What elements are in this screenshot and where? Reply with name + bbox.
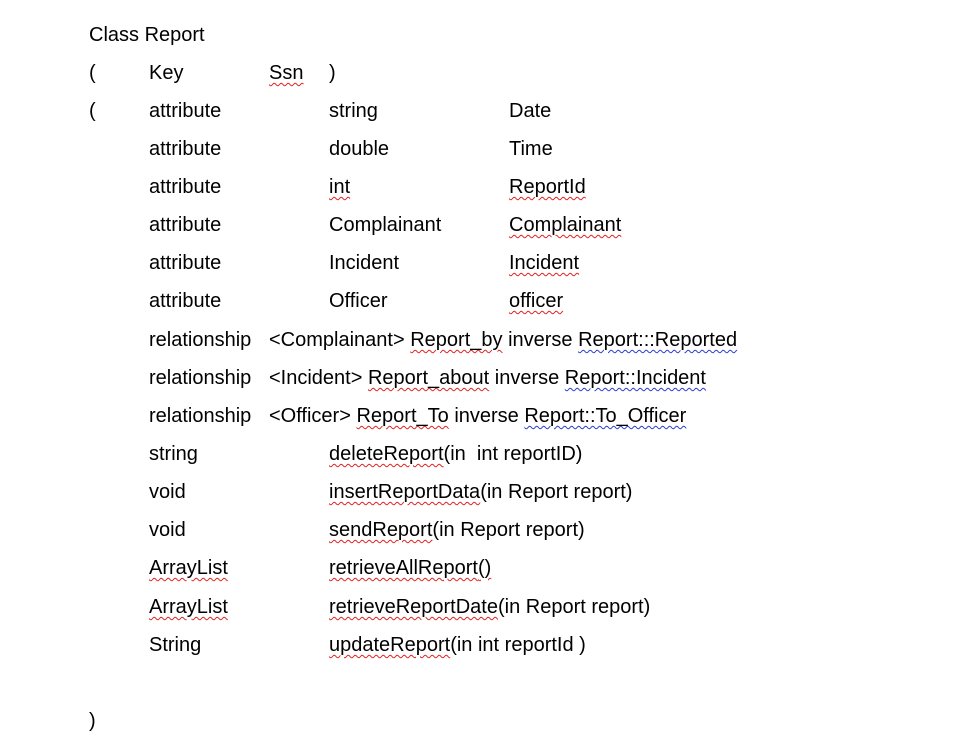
operation-return-type: void xyxy=(149,481,186,503)
operation-params: (in int reportId ) xyxy=(450,634,586,656)
relationship-row: <Complainant> Report_by inverse Report::… xyxy=(269,327,737,353)
close-paren: ) xyxy=(89,710,96,732)
operation-name: retrieveReportDate xyxy=(329,596,498,618)
relationship-name: Report_by xyxy=(410,329,503,351)
attribute-type: Incident xyxy=(329,252,400,274)
attribute-keyword: attribute xyxy=(149,290,222,312)
operation-return-type: ArrayList xyxy=(149,557,228,579)
operation-return-type: String xyxy=(149,634,202,656)
class-title: Class Report xyxy=(89,24,205,46)
relationship-inverse-keyword: inverse xyxy=(508,329,573,351)
attribute-keyword: attribute xyxy=(149,138,222,160)
relationship-row: <Officer> Report_To inverse Report::To_O… xyxy=(269,403,686,429)
operation-return-type: string xyxy=(149,443,198,465)
operation-params: (in int reportID) xyxy=(443,443,583,465)
attribute-name: Date xyxy=(509,100,552,122)
attribute-type: Officer xyxy=(329,290,388,312)
attribute-name: Complainant xyxy=(509,214,622,236)
operation-signature: insertReportData(in Report report) xyxy=(329,479,632,505)
relationship-target: <Complainant> xyxy=(269,329,405,351)
attributes-open-paren: ( xyxy=(89,100,96,122)
operation-name: retrieveAllReport xyxy=(329,557,478,579)
operation-signature: updateReport(in int reportId ) xyxy=(329,632,586,658)
relationship-name: Report_To xyxy=(356,405,449,427)
operation-name: insertReportData xyxy=(329,481,481,503)
attribute-type: double xyxy=(329,138,390,160)
attribute-keyword: attribute xyxy=(149,214,222,236)
relationship-target: <Officer> xyxy=(269,405,351,427)
relationship-keyword: relationship xyxy=(149,329,252,351)
key-label: Key xyxy=(149,62,184,84)
operation-signature: sendReport(in Report report) xyxy=(329,517,585,543)
operation-signature: retrieveReportDate(in Report report) xyxy=(329,594,650,620)
operation-params: (in Report report) xyxy=(497,596,651,618)
operation-signature: deleteReport(in int reportID) xyxy=(329,441,582,467)
relationship-inverse: Report:::Reported xyxy=(578,329,738,351)
attribute-type: int xyxy=(329,176,351,198)
key-open-paren: ( xyxy=(89,62,96,84)
key-value: Ssn xyxy=(269,62,304,84)
attribute-name: Time xyxy=(509,138,553,160)
operation-signature: retrieveAllReport() xyxy=(329,555,491,581)
key-close-paren: ) xyxy=(329,62,336,84)
operation-return-type: void xyxy=(149,519,186,541)
operation-params: (in Report report) xyxy=(480,481,633,503)
operation-params: () xyxy=(477,557,492,579)
operation-name: updateReport xyxy=(329,634,451,656)
attribute-keyword: attribute xyxy=(149,176,222,198)
relationship-inverse: Report::Incident xyxy=(564,367,706,389)
operation-return-type: ArrayList xyxy=(149,596,228,618)
attribute-keyword: attribute xyxy=(149,252,222,274)
operation-params: (in Report report) xyxy=(432,519,585,541)
relationship-inverse-keyword: inverse xyxy=(454,405,519,427)
attribute-type: Complainant xyxy=(329,214,442,236)
relationship-inverse: Report::To_Officer xyxy=(524,405,687,427)
relationship-row: <Incident> Report_about inverse Report::… xyxy=(269,365,706,391)
attribute-keyword: attribute xyxy=(149,100,222,122)
relationship-name: Report_about xyxy=(367,367,490,389)
relationship-keyword: relationship xyxy=(149,367,252,389)
relationship-target: <Incident> xyxy=(269,367,363,389)
relationship-inverse-keyword: inverse xyxy=(494,367,560,389)
operation-name: deleteReport xyxy=(329,443,444,465)
attribute-name: ReportId xyxy=(509,176,586,198)
attribute-name: officer xyxy=(509,290,564,312)
attribute-type: string xyxy=(329,100,378,122)
attribute-name: Incident xyxy=(509,252,580,274)
relationship-keyword: relationship xyxy=(149,405,252,427)
operation-name: sendReport xyxy=(329,519,433,541)
